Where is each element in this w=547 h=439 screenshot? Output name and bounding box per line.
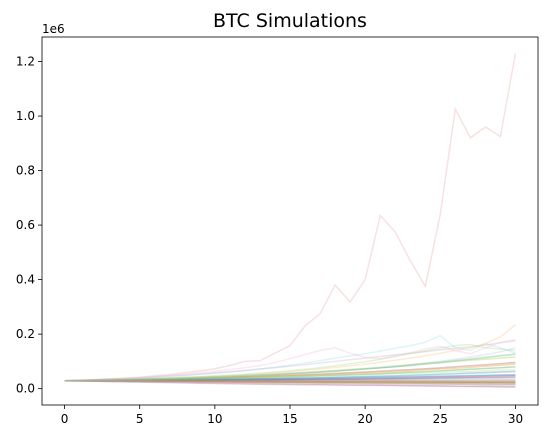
simulation-line-11: [64, 375, 516, 382]
simulation-line-31: [64, 368, 516, 382]
simulation-line-18: [64, 379, 516, 384]
simulation-line-26: [64, 379, 516, 382]
simulation-line-12: [64, 379, 516, 386]
simulation-line-16: [64, 374, 516, 382]
simulation-line-23: [64, 379, 516, 384]
simulation-line-21: [64, 379, 516, 384]
simulation-line-24: [64, 374, 516, 382]
y-tick-label: 0.4: [16, 273, 35, 287]
x-tick-label: 5: [136, 412, 144, 426]
y-tick-label: 0.2: [16, 327, 35, 341]
x-tick-label: 20: [358, 412, 373, 426]
y-tick-label: 1.2: [16, 55, 35, 69]
simulation-line-3: [64, 340, 516, 382]
chart-title: BTC Simulations: [213, 10, 367, 32]
simulation-line-14: [64, 356, 516, 382]
simulation-line-17: [64, 363, 516, 382]
simulation-line-27: [64, 379, 516, 385]
x-tick-label: 15: [282, 412, 297, 426]
simulation-line-25: [64, 379, 516, 383]
simulation-line-29: [64, 379, 516, 389]
x-tick-label: 30: [508, 412, 523, 426]
y-axis-offset-label: 1e6: [42, 22, 65, 36]
simulation-line-7: [64, 338, 516, 382]
x-tick-label: 25: [433, 412, 448, 426]
y-axis: 0.0 0.2 0.4 0.6 0.8 1.0 1.2: [16, 55, 42, 396]
x-axis: 0 5 10 15 20 25 30: [61, 405, 523, 426]
simulation-line-13: [64, 379, 516, 388]
y-tick-label: 1.0: [16, 109, 35, 123]
simulation-line-1: [64, 53, 517, 382]
y-tick-label: 0.8: [16, 164, 35, 178]
simulation-line-6: [64, 347, 516, 382]
simulation-line-5: [64, 324, 516, 382]
simulation-line-15: [64, 353, 516, 382]
simulation-line-32: [64, 379, 516, 383]
y-tick-label: 0.6: [16, 218, 35, 232]
x-tick-label: 0: [61, 412, 69, 426]
simulation-line-28: [64, 373, 516, 382]
series-lines: [64, 53, 517, 389]
y-tick-label: 0.0: [16, 382, 35, 396]
simulation-line-22: [64, 376, 516, 382]
x-tick-label: 10: [207, 412, 222, 426]
simulation-line-20: [64, 353, 516, 382]
simulation-line-4: [64, 343, 516, 382]
simulation-line-10: [64, 370, 516, 382]
simulation-line-19: [64, 379, 516, 386]
simulation-line-9: [64, 366, 516, 382]
simulation-line-2: [64, 334, 516, 382]
simulation-line-8: [64, 361, 516, 382]
